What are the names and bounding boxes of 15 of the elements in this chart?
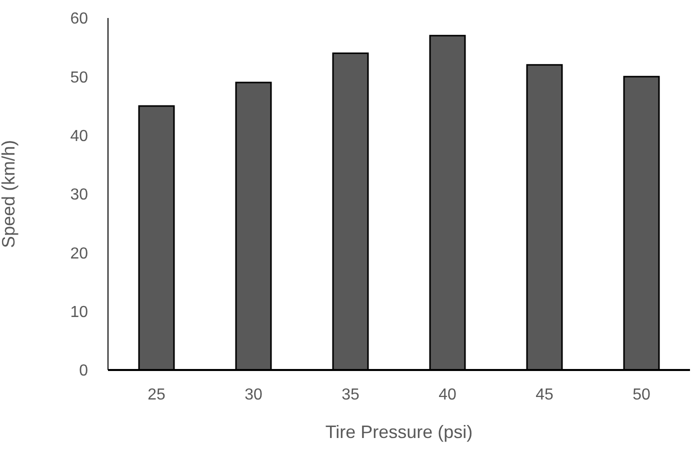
y-tick-label: 10 — [70, 304, 88, 322]
y-tick-label: 60 — [70, 10, 88, 28]
y-tick-label: 0 — [79, 362, 88, 380]
x-tick-label: 25 — [148, 386, 166, 404]
x-tick-label: 45 — [536, 386, 554, 404]
y-tick-label: 30 — [70, 186, 88, 204]
y-tick-label: 20 — [70, 245, 88, 262]
x-tick-label: 40 — [438, 386, 456, 404]
x-tick-label: 30 — [244, 386, 262, 404]
x-axis-title: Tire Pressure (psi) — [325, 422, 473, 442]
y-axis-title: Speed (km/h) — [0, 140, 18, 248]
x-tick-label: 35 — [342, 386, 360, 404]
x-tick-label: 50 — [632, 386, 650, 404]
y-tick-label: 50 — [70, 69, 88, 86]
y-tick-label: 40 — [70, 128, 88, 146]
